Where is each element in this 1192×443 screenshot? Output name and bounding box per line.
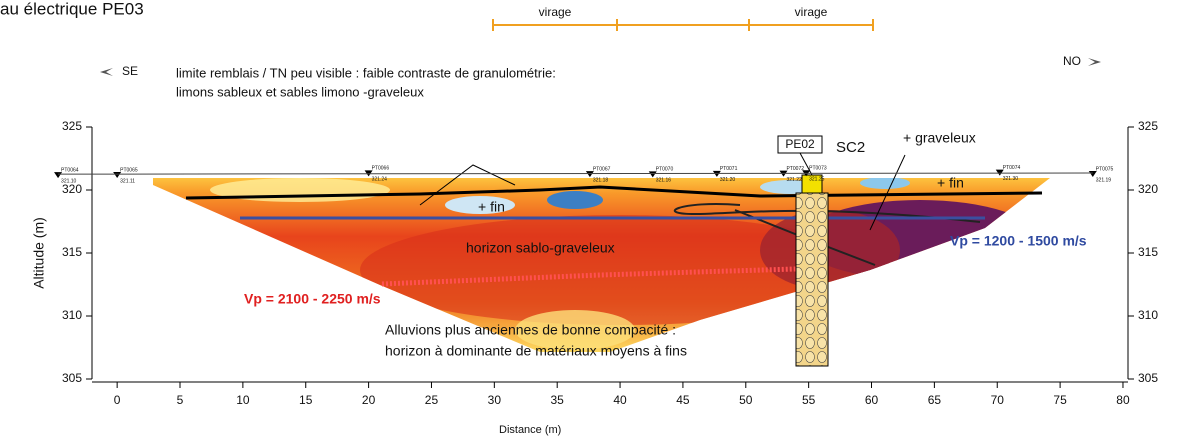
station-name: PT0070 [656,167,674,173]
annotation: + fin [478,199,505,215]
y-tick-label: 305 [62,371,82,385]
pointer [419,164,516,206]
y-tick-label-right: 325 [1138,119,1158,133]
y-tick-label-right: 315 [1138,245,1158,259]
annotation: Vp = 1200 - 1500 m/s [950,233,1087,249]
station-name: PT0067 [593,166,611,172]
title: au électrique PE03 [0,0,144,18]
arrow-se [100,68,113,76]
station-elevation: 321.22 [787,177,803,183]
x-axis-title: Distance (m) [499,424,561,436]
station-elevation: 321.24 [372,177,388,183]
borehole-name: SC2 [836,139,865,156]
virage-bar [492,19,874,31]
annotation: + fin [937,175,964,191]
x-tick-label: 20 [362,393,376,407]
station-name: PT0064 [61,167,79,173]
x-tick-label: 15 [299,393,313,407]
y-axis-title: Altitude (m) [31,217,47,289]
annotation: horizon sablo-graveleux [466,240,615,256]
station-name: PT0071 [720,166,738,172]
annotation: Alluvions plus anciennes de bonne compac… [385,322,676,338]
station-elevation: 321.25 [809,177,825,183]
x-tick-label: 5 [177,393,184,407]
x-tick-label: 35 [551,393,565,407]
y-tick-label-right: 320 [1138,182,1158,196]
annotation: Vp = 2100 - 2250 m/s [244,291,381,307]
station-marker [113,172,122,179]
station-elevation: 321.20 [720,177,736,183]
tag-box [777,135,823,154]
annotation: horizon à dominante de matériaux moyens … [385,343,687,359]
y-tick-label-right: 310 [1138,308,1158,322]
pointer [869,154,906,231]
x-tick-label: 60 [865,393,879,407]
x-tick-label: 45 [676,393,690,407]
annotation: + graveleux [903,130,976,146]
x-tick-label: 80 [1116,393,1130,407]
y-tick-label: 320 [62,182,82,196]
virage-label: virage [539,5,572,19]
station-elevation: 321.10 [61,178,77,184]
station-name: PT0074 [1003,165,1021,171]
vp-fast-line [381,265,828,287]
x-tick-label: 30 [488,393,502,407]
x-tick-label: 70 [991,393,1005,407]
x-tick-label: 40 [613,393,627,407]
station-marker [585,171,594,178]
borehole-head [801,174,823,194]
x-tick-label: 25 [425,393,439,407]
note: limons sableux et sables limono -gravele… [176,84,424,99]
x-tick-label: 10 [236,393,250,407]
y-tick-label: 310 [62,308,82,322]
station-elevation: 321.19 [1096,177,1112,183]
direction-se: SE [122,64,138,78]
x-tick-label: 50 [739,393,753,407]
station-name: PT0066 [372,166,390,172]
borehole [795,192,829,367]
topography [58,172,1093,175]
direction-no: NO [1063,54,1081,68]
station-marker [1088,171,1097,178]
y-tick-label-right: 305 [1138,371,1158,385]
station-name: PT0065 [120,167,138,173]
virage-label: virage [795,5,828,19]
note: limite remblais / TN peu visible : faibl… [176,65,556,80]
arrow-no [1088,58,1101,66]
interface-line [673,203,981,223]
station-elevation: 321.18 [593,177,609,183]
station-elevation: 321.11 [120,178,135,184]
borehole-tag: PE02 [785,137,815,151]
station-name: PT0072 [787,166,805,172]
x-tick-label: 55 [802,393,816,407]
station-elevation: 321.30 [1003,176,1019,182]
station-marker [648,171,657,178]
station-name: PT0075 [1096,166,1114,172]
y-tick-label: 315 [62,245,82,259]
pointer [799,152,813,176]
station-elevation: 321.16 [656,178,672,184]
x-tick-label: 75 [1053,393,1067,407]
y-tick-label: 325 [62,119,82,133]
station-name: PT0073 [809,166,827,172]
x-tick-label: 65 [928,393,942,407]
x-tick-label: 0 [114,393,121,407]
